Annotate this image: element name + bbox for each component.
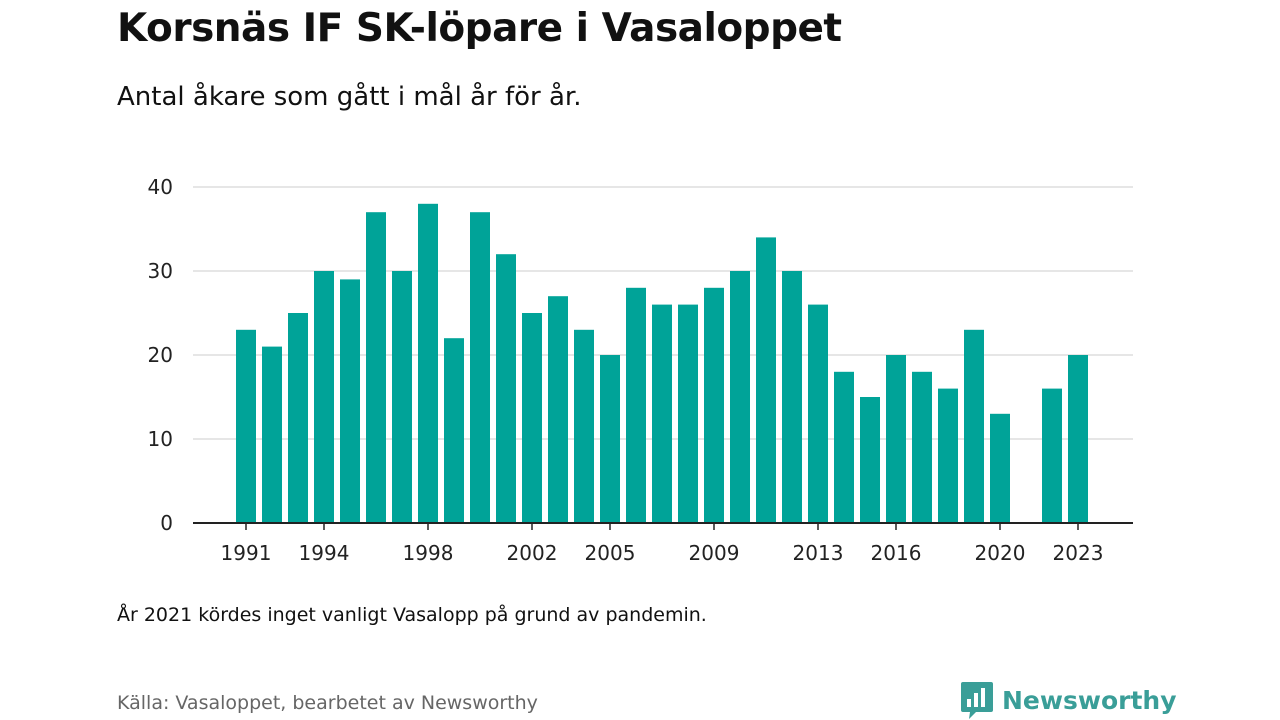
chart-note: År 2021 kördes inget vanligt Vasalopp på…: [117, 604, 707, 626]
source-text: Källa: Vasaloppet, bearbetet av Newswort…: [117, 692, 538, 714]
bar: [262, 346, 282, 523]
axes: 0 10 20 30 40 1991 1994 1998 2002 2005 2009 2013 201…: [148, 175, 1133, 565]
x-tick-label: 2009: [689, 541, 740, 565]
bar: [444, 338, 464, 523]
bar: [834, 371, 854, 523]
bar: [366, 212, 386, 523]
bar: [678, 304, 698, 523]
bar: [964, 329, 984, 523]
bar: [990, 413, 1010, 523]
bar: [938, 388, 958, 523]
bar: [912, 371, 932, 523]
x-tick-label: 2016: [871, 541, 922, 565]
bar: [314, 271, 334, 523]
bar: [730, 271, 750, 523]
y-tick-label: 20: [148, 343, 173, 367]
bar: [600, 355, 620, 523]
bar: [496, 254, 516, 523]
x-tick-label: 2023: [1053, 541, 1104, 565]
bar: [1068, 355, 1088, 523]
x-tick-label: 2020: [975, 541, 1026, 565]
bar: [548, 296, 568, 523]
bar: [652, 304, 672, 523]
x-tick-label: 1998: [403, 541, 454, 565]
y-tick-label: 40: [148, 175, 173, 199]
bar: [756, 237, 776, 523]
chart-title: Korsnäs IF SK-löpare i Vasaloppet: [117, 6, 842, 51]
bar: [626, 287, 646, 523]
bar: [470, 212, 490, 523]
bar: [288, 313, 308, 523]
bar: [886, 355, 906, 523]
bar: [392, 271, 412, 523]
bar: [340, 279, 360, 523]
y-tick-label: 30: [148, 259, 173, 283]
brand-name: Newsworthy: [1002, 685, 1177, 715]
bar: [574, 329, 594, 523]
x-tick-label: 1991: [221, 541, 272, 565]
x-tick-label: 2013: [793, 541, 844, 565]
brand-logo[interactable]: Newsworthy: [960, 680, 1177, 720]
bar: [782, 271, 802, 523]
newsworthy-logo-icon: [961, 682, 993, 719]
y-tick-label: 10: [148, 427, 173, 451]
x-tick-label: 2002: [507, 541, 558, 565]
bar: [860, 397, 880, 523]
bars: [236, 203, 1088, 524]
x-tick-label: 1994: [299, 541, 350, 565]
bar: [522, 313, 542, 523]
bar: [704, 287, 724, 523]
x-tick-label: 2005: [585, 541, 636, 565]
y-tick-label: 0: [160, 511, 173, 535]
bar: [236, 329, 256, 523]
chart-subtitle: Antal åkare som gått i mål år för år.: [117, 82, 582, 112]
bar: [808, 304, 828, 523]
bar: [418, 203, 438, 524]
bar: [1042, 388, 1062, 523]
